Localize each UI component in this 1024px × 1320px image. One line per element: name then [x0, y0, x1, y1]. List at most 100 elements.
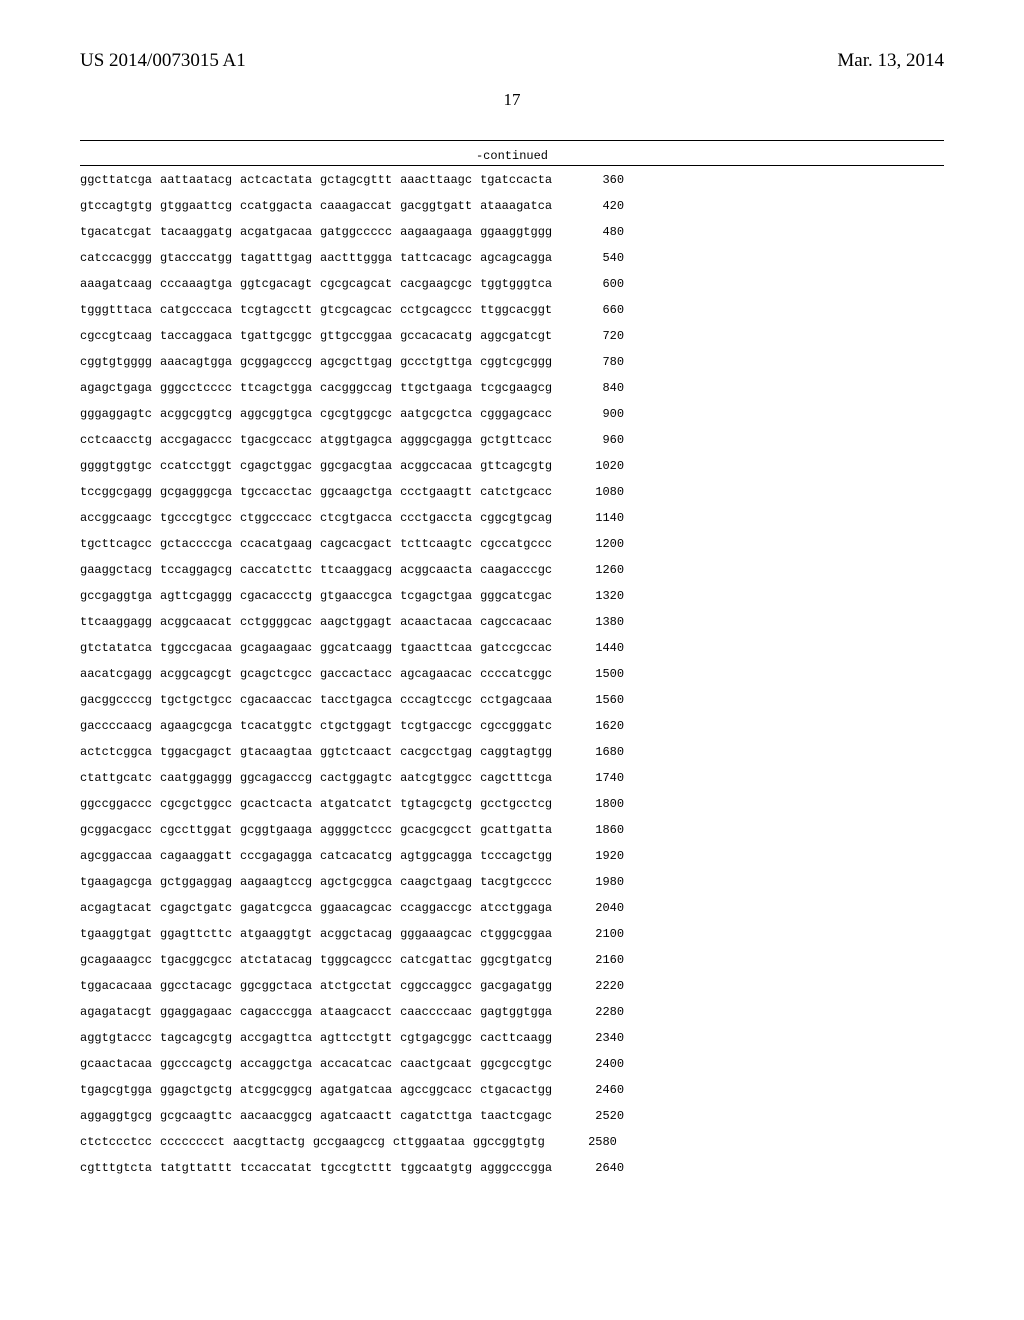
- sequence-block: gctggaggag: [160, 876, 232, 888]
- sequence-block: gatccgccac: [480, 642, 552, 654]
- sequence-block: cgccatgccc: [480, 538, 552, 550]
- sequence-block: cccagtccgc: [400, 694, 472, 706]
- sequence-block: tgctgctgcc: [160, 694, 232, 706]
- sequence-block: acggcaacat: [160, 616, 232, 628]
- sequence-position: 1680: [584, 746, 624, 758]
- sequence-block: agagctgaga: [80, 382, 152, 394]
- sequence-block: acggctacag: [320, 928, 392, 940]
- sequence-block: gtgaaccgca: [320, 590, 392, 602]
- sequence-block: tggccgacaa: [160, 642, 232, 654]
- sequence-block: tgacgccacc: [240, 434, 312, 446]
- publication-date: Mar. 13, 2014: [837, 50, 944, 72]
- sequence-row: ggccggaccccgcgctggccgcactcactaatgatcatct…: [80, 798, 944, 810]
- sequence-block: gcgcaagttc: [160, 1110, 232, 1122]
- sequence-block: gcctgcctcg: [480, 798, 552, 810]
- sequence-block: acgagtacat: [80, 902, 152, 914]
- sequence-position: 1620: [584, 720, 624, 732]
- sequence-block: gttcagcgtg: [480, 460, 552, 472]
- sequence-block: gtggaattcg: [160, 200, 232, 212]
- sequence-position: 2340: [584, 1032, 624, 1044]
- sequence-block: tcacatggtc: [240, 720, 312, 732]
- sequence-block: ataaagatca: [480, 200, 552, 212]
- sequence-block: gcactcacta: [240, 798, 312, 810]
- sequence-block: cggtcgcggg: [480, 356, 552, 368]
- sequence-block: ggcttatcga: [80, 174, 152, 186]
- sequence-block: cctcaacctg: [80, 434, 152, 446]
- sequence-block: ctgacactgg: [480, 1084, 552, 1096]
- sequence-position: 2640: [584, 1162, 624, 1174]
- sequence-row: tggacacaaaggcctacagcggcggctacaatctgcctat…: [80, 980, 944, 992]
- sequence-row: cgccgtcaagtaccaggacatgattgcggcgttgccggaa…: [80, 330, 944, 342]
- sequence-block: gccgaggtga: [80, 590, 152, 602]
- sequence-block: tgacggcgcc: [160, 954, 232, 966]
- sequence-block: gaccactacc: [320, 668, 392, 680]
- sequence-position: 840: [584, 382, 624, 394]
- sequence-block: aaacagtgga: [160, 356, 232, 368]
- sequence-block: aatcgtggcc: [400, 772, 472, 784]
- sequence-block: cgccgtcaag: [80, 330, 152, 342]
- sequence-row: ttcaaggaggacggcaacatcctggggcacaagctggagt…: [80, 616, 944, 628]
- sequence-block: atcggcggcg: [240, 1084, 312, 1096]
- sequence-block: cagatcttga: [400, 1110, 472, 1122]
- sequence-block: tagcagcgtg: [160, 1032, 232, 1044]
- sequence-block: aattaatacg: [160, 174, 232, 186]
- sequence-block: gtacccatgg: [160, 252, 232, 264]
- sequence-block: taactcgagc: [480, 1110, 552, 1122]
- sequence-row: gcggacgacccgccttggatgcggtgaagaaggggctccc…: [80, 824, 944, 836]
- sequence-position: 360: [584, 174, 624, 186]
- sequence-block: gtctatatca: [80, 642, 152, 654]
- sequence-block: tgaagagcga: [80, 876, 152, 888]
- sequence-position: 1740: [584, 772, 624, 784]
- sequence-block: acgatgacaa: [240, 226, 312, 238]
- sequence-row: agagatacgtggaggagaaccagacccggaataagcacct…: [80, 1006, 944, 1018]
- sequence-block: ggaaggtggg: [480, 226, 552, 238]
- sequence-block: taccaggaca: [160, 330, 232, 342]
- sequence-block: ggaggagaac: [160, 1006, 232, 1018]
- sequence-block: tgattgcggc: [240, 330, 312, 342]
- sequence-block: gggaggagtc: [80, 408, 152, 420]
- sequence-block: gcattgatta: [480, 824, 552, 836]
- publication-number: US 2014/0073015 A1: [80, 50, 246, 72]
- sequence-block: ggggtggtgc: [80, 460, 152, 472]
- sequence-row: aaagatcaagcccaaagtgaggtcgacagtcgcgcagcat…: [80, 278, 944, 290]
- sequence-block: aagaagaaga: [400, 226, 472, 238]
- sequence-block: tgacatcgat: [80, 226, 152, 238]
- sequence-block: ccccatcggc: [480, 668, 552, 680]
- sequence-block: tgtagcgctg: [400, 798, 472, 810]
- continued-label: -continued: [80, 149, 944, 163]
- sequence-block: ggtctcaact: [320, 746, 392, 758]
- sequence-block: acggcggtcg: [160, 408, 232, 420]
- sequence-block: actctcggca: [80, 746, 152, 758]
- sequence-block: gccacacatg: [400, 330, 472, 342]
- sequence-block: gcggagcccg: [240, 356, 312, 368]
- sequence-position: 2100: [584, 928, 624, 940]
- sequence-row: tgagcgtggaggagctgctgatcggcggcgagatgatcaa…: [80, 1084, 944, 1096]
- sequence-block: catctgcacc: [480, 486, 552, 498]
- sequence-row: gtccagtgtggtggaattcgccatggactacaaagaccat…: [80, 200, 944, 212]
- sequence-position: 1320: [584, 590, 624, 602]
- sequence-row: accggcaagctgcccgtgccctggcccaccctcgtgacca…: [80, 512, 944, 524]
- sequence-block: caaccccaac: [400, 1006, 472, 1018]
- sequence-block: ggcagacccg: [240, 772, 312, 784]
- sequence-position: 1140: [584, 512, 624, 524]
- sequence-block: tggtgggtca: [480, 278, 552, 290]
- sequence-block: atctatacag: [240, 954, 312, 966]
- sequence-block: cgacaaccac: [240, 694, 312, 706]
- sequence-row: gacggccccgtgctgctgcccgacaaccactacctgagca…: [80, 694, 944, 706]
- sequence-row: catccacggggtacccatggtagatttgagaactttggga…: [80, 252, 944, 264]
- sequence-block: agatcaactt: [320, 1110, 392, 1122]
- sequence-position: 1260: [584, 564, 624, 576]
- sequence-block: cagcacgact: [320, 538, 392, 550]
- sequence-block: agttcgaggg: [160, 590, 232, 602]
- sequence-block: cctgagcaaa: [480, 694, 552, 706]
- sequence-block: cacttcaagg: [480, 1032, 552, 1044]
- sequence-block: cgggagcacc: [480, 408, 552, 420]
- sequence-block: cagctttcga: [480, 772, 552, 784]
- sequence-block: cacgaagcgc: [400, 278, 472, 290]
- sequence-block: aggggctccc: [320, 824, 392, 836]
- sequence-block: cgcgctggcc: [160, 798, 232, 810]
- sequence-block: cccccccct: [160, 1136, 225, 1148]
- sequence-block: tcgtagcctt: [240, 304, 312, 316]
- sequence-block: tcgagctgaa: [400, 590, 472, 602]
- sequence-block: ccatggacta: [240, 200, 312, 212]
